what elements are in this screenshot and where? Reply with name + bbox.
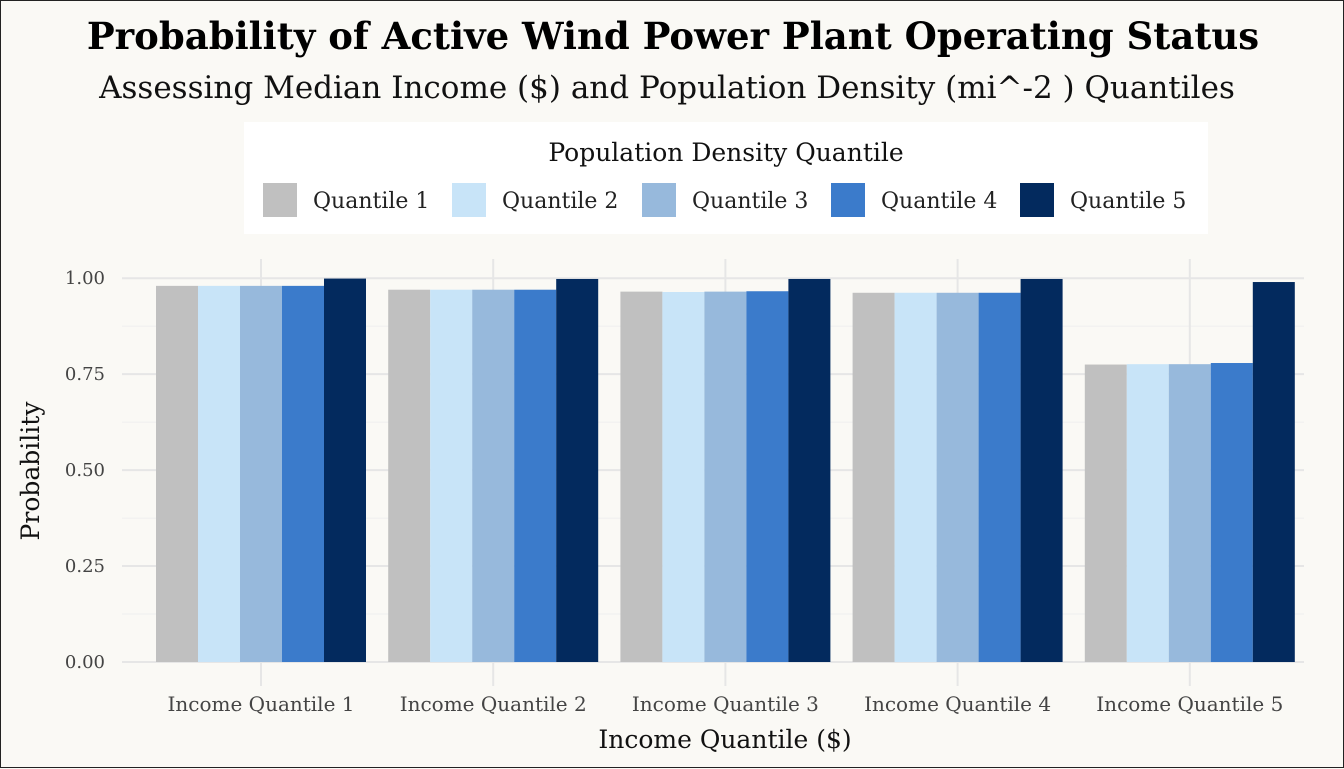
legend-title: Population Density Quantile <box>548 138 903 167</box>
legend-key <box>1020 183 1054 217</box>
bars <box>156 278 1295 662</box>
legend-item-3: Quantile 3 <box>642 183 808 217</box>
bar-3-series-1 <box>620 291 663 662</box>
bar-4-series-3 <box>936 292 979 662</box>
legend-item-5: Quantile 5 <box>1020 183 1186 217</box>
legend-label: Quantile 4 <box>881 189 997 214</box>
legend-label: Quantile 3 <box>692 189 808 214</box>
legend-item-4: Quantile 4 <box>831 183 997 217</box>
bar-3-series-2 <box>662 292 705 662</box>
x-axis-ticks: Income Quantile 1 Income Quantile 2 Income… <box>167 692 1283 716</box>
x-tick-label: Income Quantile 1 <box>167 692 354 716</box>
chart-title: Probability of Active Wind Power Plant O… <box>87 14 1259 58</box>
bar-1-series-4 <box>282 285 324 662</box>
bar-5-series-3 <box>1168 364 1211 662</box>
bar-2-series-4 <box>514 289 557 662</box>
bar-3-series-3 <box>704 291 747 662</box>
bar-5-series-4 <box>1210 363 1253 662</box>
legend-label: Quantile 1 <box>313 189 429 214</box>
y-tick-label: 0.00 <box>65 652 105 673</box>
bar-5-series-5 <box>1252 282 1295 662</box>
legend-item-1: Quantile 1 <box>263 183 429 217</box>
legend-item-2: Quantile 2 <box>452 183 618 217</box>
legend-key <box>642 183 676 217</box>
y-tick-label: 0.75 <box>65 364 105 385</box>
bar-4-series-5 <box>1020 278 1063 662</box>
y-tick-label: 0.50 <box>65 460 105 481</box>
bar-3-series-4 <box>746 291 789 662</box>
plot-area: 0.000.250.500.751.00 Income Quantile 1 In… <box>65 259 1304 716</box>
x-tick-label: Income Quantile 5 <box>1096 692 1283 716</box>
bar-2-series-3 <box>472 289 515 662</box>
bar-1-series-1 <box>156 285 198 662</box>
bar-4-series-1 <box>852 292 895 662</box>
legend-key <box>263 183 297 217</box>
x-axis-title: Income Quantile ($) <box>598 725 851 754</box>
legend-label: Quantile 5 <box>1070 189 1186 214</box>
bar-2-series-2 <box>430 289 473 662</box>
bar-5-series-2 <box>1126 364 1169 662</box>
bar-2-series-1 <box>388 289 431 662</box>
bar-5-series-1 <box>1084 364 1127 662</box>
x-tick-label: Income Quantile 2 <box>400 692 587 716</box>
bar-4-series-4 <box>978 292 1021 662</box>
bar-1-series-2 <box>198 285 240 662</box>
chart-subtitle: Assessing Median Income ($) and Populati… <box>98 70 1235 106</box>
legend-key <box>831 183 865 217</box>
bar-3-series-5 <box>788 278 831 662</box>
y-axis-title: Probability <box>16 401 45 541</box>
x-tick-label: Income Quantile 3 <box>632 692 819 716</box>
bar-1-series-3 <box>240 285 282 662</box>
x-tick-label: Income Quantile 4 <box>864 692 1051 716</box>
legend-items: Quantile 1 Quantile 2 Quantile 3 Quantile 4… <box>263 183 1186 217</box>
y-tick-label: 0.25 <box>65 556 105 577</box>
bar-2-series-5 <box>556 278 599 662</box>
legend-key <box>452 183 486 217</box>
y-axis-ticks: 0.00 0.25 0.50 0.75 1.00 <box>65 268 105 673</box>
bar-4-series-2 <box>894 292 937 662</box>
y-tick-label: 1.00 <box>65 268 105 289</box>
bar-1-series-5 <box>324 278 366 662</box>
legend-label: Quantile 2 <box>502 189 618 214</box>
legend: Population Density Quantile Quantile 1 Qu… <box>244 122 1208 234</box>
